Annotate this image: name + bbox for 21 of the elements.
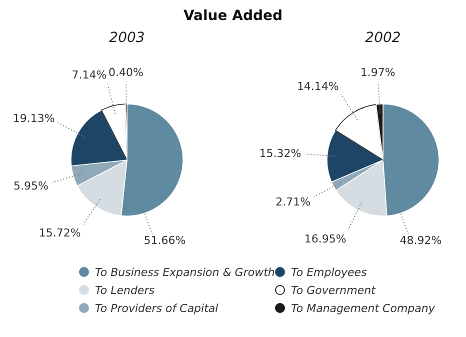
data-label: 15.72% [38,226,81,240]
legend-label: To Employees [291,266,368,279]
legend-label: To Government [291,284,376,297]
data-label: 15.32% [259,147,302,160]
data-label: 5.95% [14,179,48,192]
slice-label: 2002 [365,30,401,46]
legend-label: To Management Company [291,302,436,315]
data-label: 1.97% [360,66,396,80]
data-label: 14.14% [296,80,339,93]
data-label: 48.92% [400,234,442,247]
legend-label: To Business Expansion & Growth [95,266,275,279]
data-label: 16.95% [304,232,346,246]
data-label: 2.71% [276,195,311,208]
legend-label: To Lenders [95,284,155,297]
chart-title: Value Added [183,8,283,24]
data-label: 0.40% [108,66,144,80]
data-label: 19.13% [12,112,55,126]
legend-label: To Providers of Capital [95,302,218,315]
data-label: 7.14% [72,68,107,82]
data-label: 51.66% [144,234,186,247]
slice-label: 2003 [109,30,145,46]
